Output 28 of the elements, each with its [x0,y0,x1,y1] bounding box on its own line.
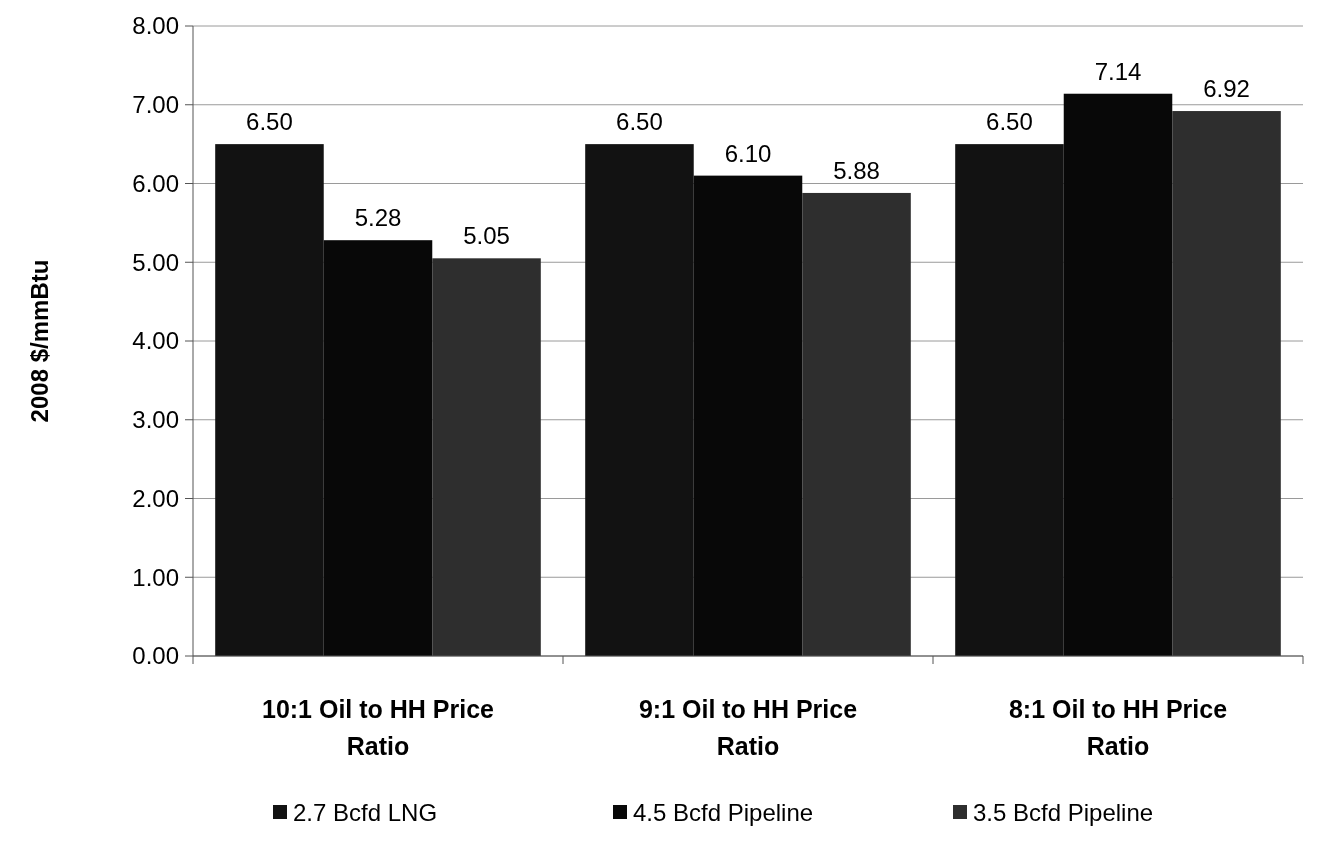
y-tick-label: 6.00 [132,169,179,197]
text: 5.05 [463,222,510,250]
y-tick-label: 5.00 [132,248,179,276]
y-tick-label: 1.00 [132,563,179,591]
text: 6.92 [1203,75,1250,103]
bar [432,258,541,656]
x-tick-label: 10:1 Oil to HH Price Ratio [261,695,495,760]
text: 5.28 [354,204,402,232]
legend-label: 2.7 Bcfd LNG [293,799,438,827]
bar [1172,111,1281,656]
y-tick-label: 7.00 [132,91,179,119]
text: 6.50 [616,108,663,136]
y-tick-label: 4.00 [132,327,179,355]
text: 6.10 [724,139,772,167]
text: 5.88 [833,156,880,184]
text: 7.14 [1094,57,1142,85]
legend-label: 3.5 Bcfd Pipeline [973,799,1154,827]
legend-label: 4.5 Bcfd Pipeline [633,799,814,827]
x-tick-label: 9:1 Oil to HH Price Ratio [638,695,858,760]
y-axis-title: 2008 $/mmBtu [26,259,53,423]
x-tick-label: 8:1 Oil to HH Price Ratio [1008,695,1228,760]
bar [802,192,911,656]
y-tick-label: 3.00 [132,406,179,434]
y-tick-label: 2.00 [132,484,179,512]
text: 6.50 [246,108,293,136]
y-tick-label: 0.00 [132,642,179,670]
y-tick-label: 8.00 [132,12,179,40]
text: 6.50 [986,108,1033,136]
